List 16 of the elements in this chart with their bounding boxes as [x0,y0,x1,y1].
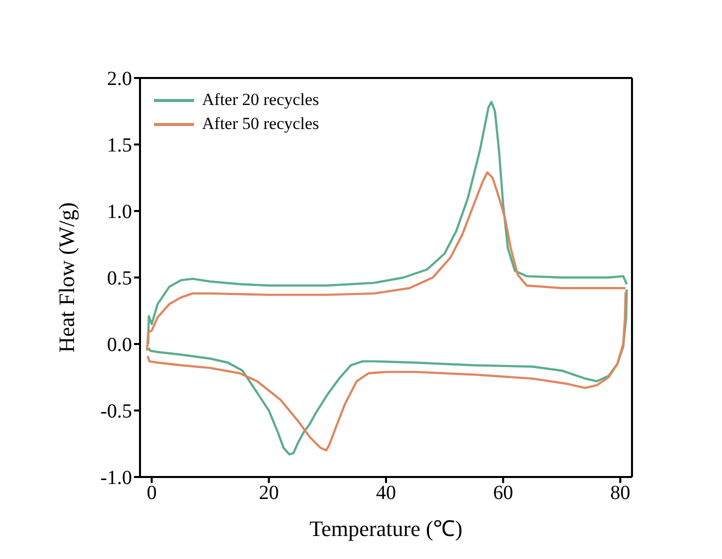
legend-label: After 50 recycles [202,114,320,134]
y-tick-label: 2.0 [107,68,132,90]
y-tick-label: -0.5 [100,400,132,423]
x-tick-label: 20 [258,482,279,504]
y-tick-label: 1.0 [107,201,132,224]
x-tick-label: 0 [146,482,157,504]
x-tick-label: 60 [493,482,514,504]
x-tick-label: 40 [376,482,396,504]
y-tick-label: 0.0 [107,334,132,356]
y-tick-label: -1.0 [100,467,132,490]
x-axis-title: Temperature (℃) [310,516,462,541]
legend-label: After 20 recycles [202,90,320,110]
y-tick-label: 1.5 [107,134,132,157]
y-axis-title: Heat Flow (W/g) [54,202,79,353]
x-tick-label: 80 [610,482,630,504]
y-tick-label: 0.5 [107,268,132,290]
